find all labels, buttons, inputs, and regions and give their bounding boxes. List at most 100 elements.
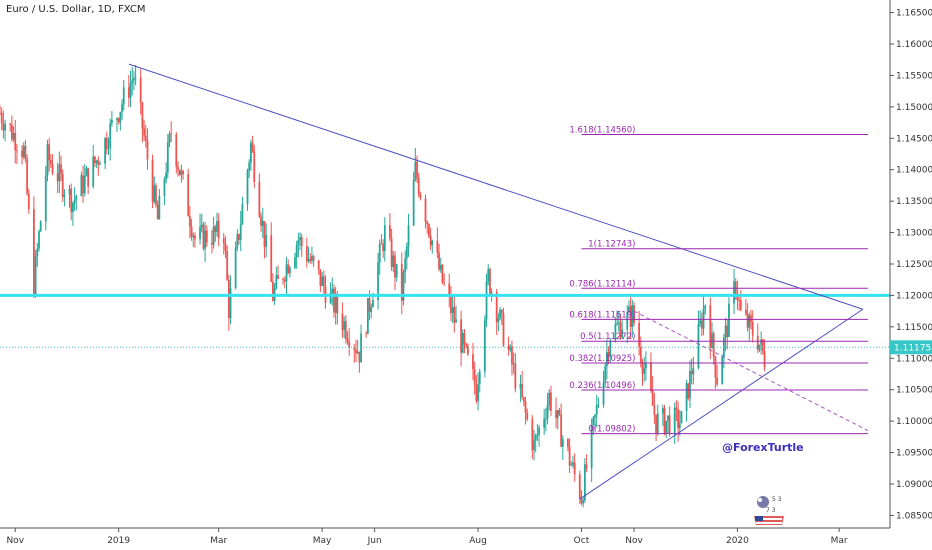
fib-level-label: 1(1.12743) [588,240,635,250]
candle-body [473,369,476,386]
candle-body [700,320,703,329]
time-tick-label: 2020 [726,536,749,546]
candle-body [117,118,120,123]
candle-body [395,263,398,278]
candle-body [594,414,596,418]
candle-body [558,410,561,415]
candle-body [24,145,27,160]
candle-body [550,392,552,411]
candle-body [407,225,410,247]
candle-body [751,321,754,336]
candle-body [661,408,664,414]
time-tick-label: Mar [831,536,848,546]
candle-body [211,242,213,245]
candle-body [451,307,454,314]
candle-body [405,246,408,259]
time-tick-label: Nov [625,536,643,546]
candle-body [643,368,646,374]
candle-body [485,281,488,320]
price-tick-label: 1.10500 [896,386,932,396]
price-tick-label: 1.11000 [896,354,932,364]
fib-level-label: 0.236(1.10496) [569,381,635,391]
candle-body [0,113,3,124]
candle-body [188,216,191,227]
chart-title: Euro / U.S. Dollar, 1D, FXCM [6,4,146,15]
candle-body [763,351,766,368]
candle-body [51,164,54,174]
candle-body [319,269,322,286]
candle-body [239,224,242,240]
candle-body [716,377,718,385]
candle-body [341,313,344,330]
candle-body [631,305,634,327]
candle-body [105,138,108,149]
svg-text:7 3: 7 3 [766,507,776,514]
candle-body [426,221,429,225]
candle-body [346,338,349,342]
candle-body [536,434,539,436]
candle-body [175,134,178,167]
candle-body [519,383,522,389]
candle-body [236,234,239,248]
candle-body [392,255,395,267]
price-tick-label: 1.12500 [896,260,932,270]
candle-body [461,332,464,353]
candle-body [26,159,29,194]
candle-body [305,246,308,262]
candle-body [109,123,112,148]
candle-body [690,370,693,375]
candle-body [10,124,13,140]
candle-body [465,343,468,346]
candle-body [92,156,95,187]
candle-body [95,160,98,164]
candle-body [87,168,90,187]
candle-body [224,243,227,251]
candle-body [653,405,656,415]
candle-body [285,264,288,282]
candle-body [453,307,456,323]
candle-body [680,411,683,424]
candle-body [628,306,630,312]
candle-body [538,427,540,435]
candle-body [592,417,595,426]
candle-body [187,174,190,217]
candle-body [404,258,407,273]
candle-body [638,323,641,347]
candle-body [355,349,357,354]
candle-body [602,382,605,405]
candle-body [216,220,218,233]
candle-body [511,346,513,365]
candle-body [263,220,266,247]
candle-body [170,133,173,135]
candle-body [110,119,113,124]
candle-body [275,275,278,288]
candle-body [499,309,501,319]
time-tick-label: Jun [367,536,382,546]
candle-body [49,160,52,165]
candle-body [526,412,529,420]
price-tick-label: 1.12000 [896,291,932,301]
candle-body [21,150,23,157]
candle-body [358,351,361,363]
candle-body [329,292,332,303]
candle-body [344,321,347,339]
candle-body [217,220,220,239]
candle-body [46,144,49,176]
candle-body [82,175,84,194]
candle-body [80,175,83,197]
candle-body [573,462,576,475]
price-tick-label: 1.15500 [896,71,932,81]
fib-level-label: 0.618(1.11619) [569,310,635,320]
candle-body [728,303,730,337]
candle-body [663,408,666,434]
candle-body [294,257,296,268]
candle-body [309,258,312,261]
fib-level-label: 0.382(1.10925) [569,354,635,364]
candle-body [734,281,737,293]
candle-body [99,163,101,165]
candle-body [748,315,751,328]
candle-body [597,404,600,406]
price-tick-label: 1.11500 [896,323,932,333]
price-tick-label: 1.15000 [896,103,932,113]
